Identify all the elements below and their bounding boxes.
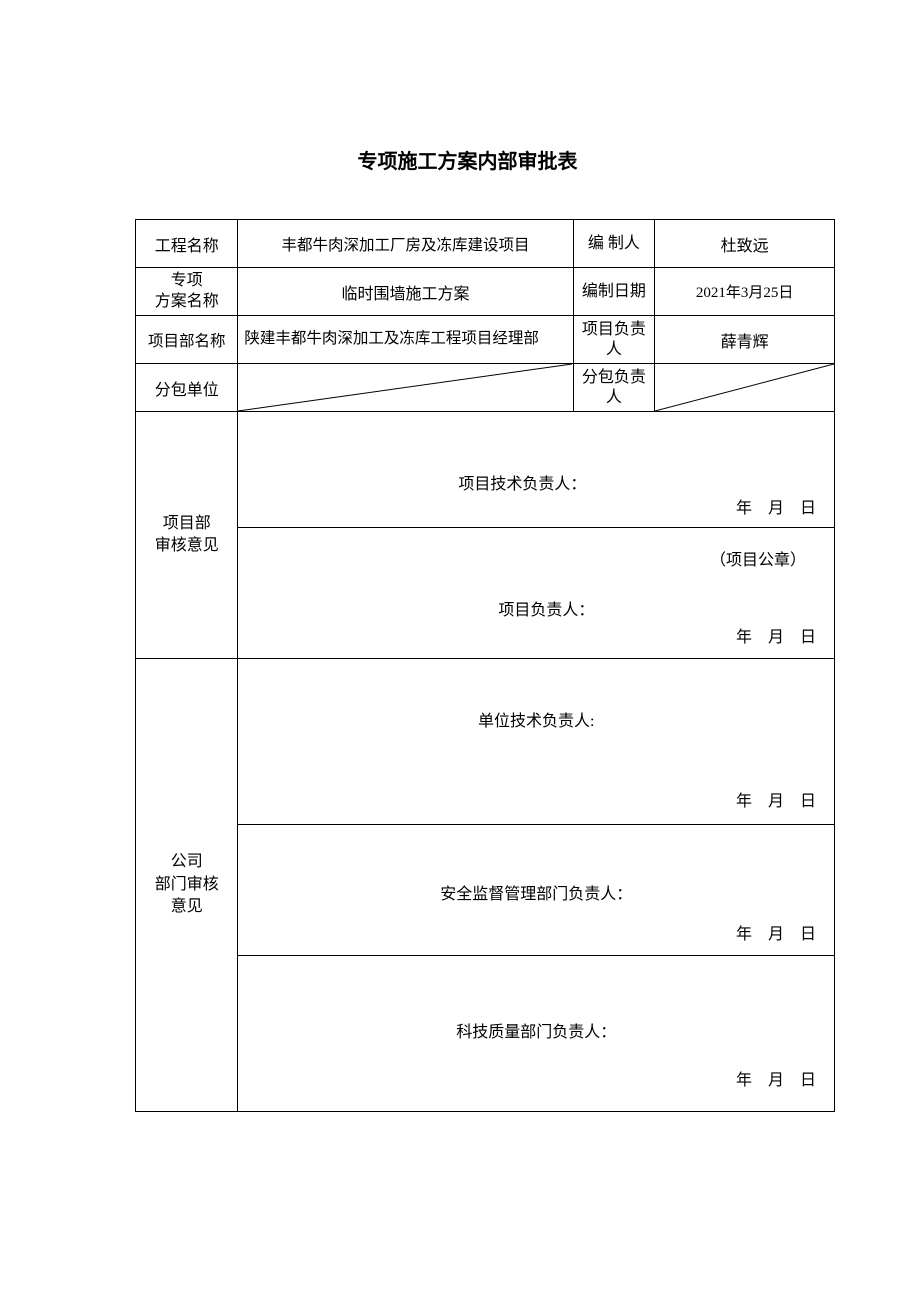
label-plan-name: 专项方案名称 — [136, 268, 238, 316]
value-dept-name: 陕建丰都牛肉深加工及冻库工程项目经理部 — [238, 316, 573, 364]
date-placeholder: 年 月 日 — [736, 494, 816, 518]
date-placeholder: 年 月 日 — [736, 787, 816, 811]
label-sub-head: 分包负责人 — [573, 364, 655, 412]
company-review-cell-2: 安全监督管理部门负责人： 年 月 日 — [238, 825, 835, 956]
value-compile-date: 2021年3月25日 — [655, 268, 835, 316]
date-placeholder: 年 月 日 — [736, 1066, 816, 1090]
proj-review-cell-1: 项目技术负责人： 年 月 日 — [238, 412, 835, 528]
value-project-name: 丰都牛肉深加工厂房及冻库建设项目 — [238, 220, 573, 268]
company-review-cell-1: 单位技术负责人: 年 月 日 — [238, 659, 835, 825]
label-company-review: 公司部门审核意见 — [136, 659, 238, 1112]
date-placeholder: 年 月 日 — [736, 920, 816, 944]
page: 专项施工方案内部审批表 工程名称 丰都牛肉深加工厂房及冻库建设项目 编 制人 杜… — [0, 0, 920, 1302]
label-project-name: 工程名称 — [136, 220, 238, 268]
stamp-note: （项目公章） — [710, 546, 806, 570]
proj-tech-head-label: 项目技术负责人： — [458, 470, 586, 494]
diagonal-line-icon — [655, 364, 834, 411]
proj-review-cell-2: （项目公章） 项目负责人： 年 月 日 — [238, 528, 835, 659]
diagonal-line-icon — [238, 364, 572, 411]
value-proj-head: 薛青辉 — [655, 316, 835, 364]
approval-table: 工程名称 丰都牛肉深加工厂房及冻库建设项目 编 制人 杜致远 专项方案名称 临时… — [135, 219, 835, 1112]
label-subcontractor: 分包单位 — [136, 364, 238, 412]
label-compile-date: 编制日期 — [573, 268, 655, 316]
value-subcontractor — [238, 364, 573, 412]
document-title: 专项施工方案内部审批表 — [135, 145, 800, 174]
value-compiler: 杜致远 — [655, 220, 835, 268]
label-proj-review: 项目部审核意见 — [136, 412, 238, 659]
label-proj-head: 项目负责人 — [573, 316, 655, 364]
company-review-cell-3: 科技质量部门负责人： 年 月 日 — [238, 956, 835, 1112]
unit-tech-head-label: 单位技术负责人: — [238, 707, 834, 731]
safety-head-label: 安全监督管理部门负责人： — [238, 880, 834, 904]
date-placeholder: 年 月 日 — [736, 623, 816, 647]
value-sub-head — [655, 364, 835, 412]
proj-head-sig-label: 项目负责人： — [498, 596, 594, 620]
value-plan-name: 临时围墙施工方案 — [238, 268, 573, 316]
label-dept-name: 项目部名称 — [136, 316, 238, 364]
label-compiler: 编 制人 — [573, 220, 655, 268]
tech-quality-head-label: 科技质量部门负责人： — [238, 1018, 834, 1042]
